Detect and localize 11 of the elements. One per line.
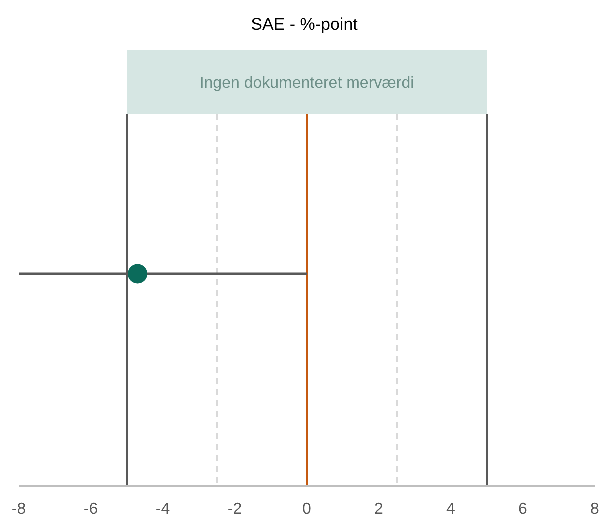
x-tick-label: 4: [446, 501, 456, 518]
x-tick-label: -2: [228, 501, 242, 518]
x-tick-label: 8: [590, 501, 600, 518]
x-tick-label: -6: [84, 501, 98, 518]
x-tick-label: 6: [518, 501, 528, 518]
text: Ingen dokumenteret merværdi: [200, 75, 414, 92]
x-tick-label: 2: [374, 501, 384, 518]
x-tick-label: 0: [302, 501, 312, 518]
x-tick-label: -4: [156, 501, 170, 518]
chart-title: SAE - %-point: [251, 15, 358, 34]
x-tick-label: -8: [12, 501, 26, 518]
